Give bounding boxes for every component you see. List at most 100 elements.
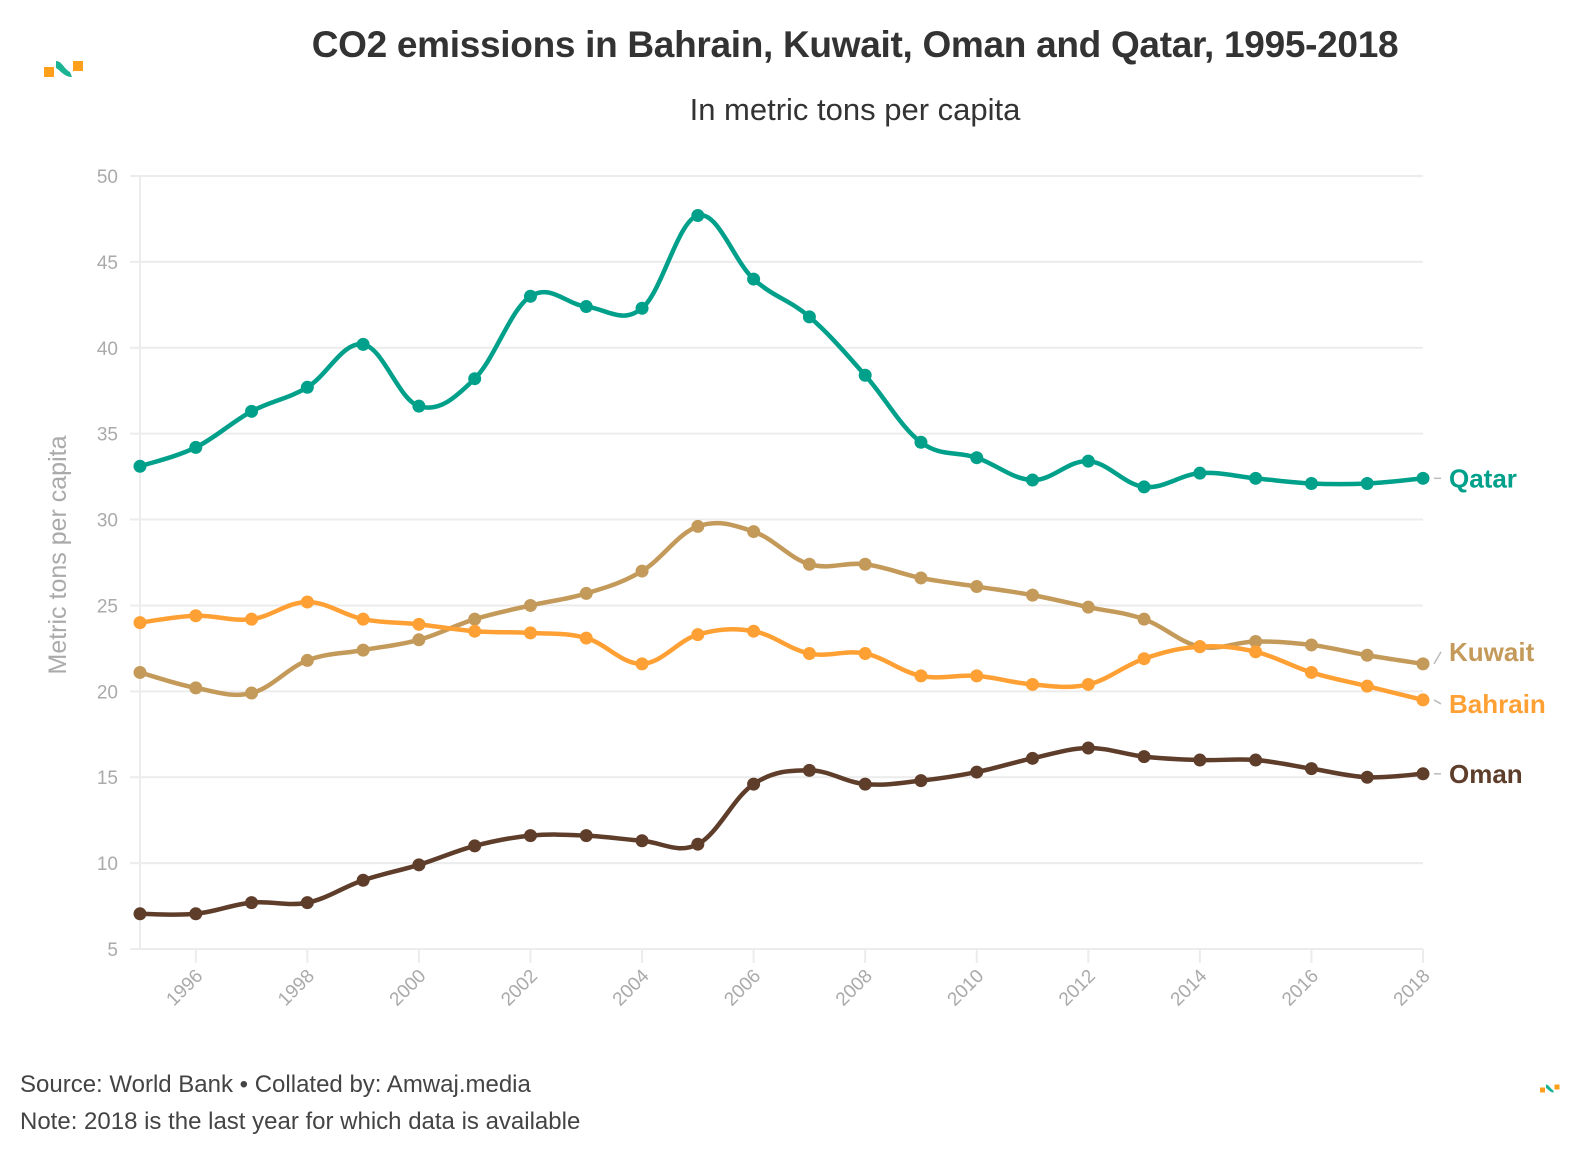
point-kuwait-2013[interactable]	[1137, 612, 1151, 626]
point-oman-2006[interactable]	[747, 777, 761, 791]
point-bahrain-2013[interactable]	[1137, 652, 1151, 666]
point-qatar-2008[interactable]	[858, 368, 872, 382]
point-kuwait-2006[interactable]	[747, 525, 761, 539]
point-bahrain-1995[interactable]	[133, 616, 147, 630]
point-kuwait-2010[interactable]	[970, 580, 984, 594]
point-oman-2018[interactable]	[1416, 767, 1430, 781]
point-bahrain-2009[interactable]	[914, 669, 928, 683]
point-bahrain-2015[interactable]	[1249, 645, 1263, 659]
point-qatar-1998[interactable]	[300, 380, 314, 394]
point-oman-2001[interactable]	[468, 839, 482, 853]
x-tick-label: 2014	[1167, 965, 1212, 1010]
point-oman-1999[interactable]	[356, 873, 370, 887]
point-bahrain-2006[interactable]	[747, 624, 761, 638]
point-kuwait-1997[interactable]	[245, 686, 259, 700]
point-qatar-1997[interactable]	[245, 404, 259, 418]
point-bahrain-2011[interactable]	[1026, 677, 1040, 691]
point-qatar-2017[interactable]	[1360, 476, 1374, 490]
point-qatar-2004[interactable]	[635, 301, 649, 315]
point-qatar-2003[interactable]	[579, 300, 593, 314]
point-bahrain-2003[interactable]	[579, 631, 593, 645]
point-oman-2011[interactable]	[1026, 751, 1040, 765]
point-qatar-2007[interactable]	[802, 310, 816, 324]
point-qatar-2005[interactable]	[691, 209, 705, 223]
point-oman-2009[interactable]	[914, 774, 928, 788]
point-bahrain-2002[interactable]	[523, 626, 537, 640]
point-bahrain-2012[interactable]	[1081, 677, 1095, 691]
point-qatar-2015[interactable]	[1249, 471, 1263, 485]
point-kuwait-2016[interactable]	[1304, 638, 1318, 652]
point-kuwait-1995[interactable]	[133, 665, 147, 679]
point-qatar-1996[interactable]	[189, 440, 203, 454]
point-bahrain-1999[interactable]	[356, 612, 370, 626]
point-oman-2012[interactable]	[1081, 741, 1095, 755]
point-qatar-2012[interactable]	[1081, 454, 1095, 468]
point-bahrain-2007[interactable]	[802, 647, 816, 661]
point-oman-2003[interactable]	[579, 829, 593, 843]
point-kuwait-2004[interactable]	[635, 564, 649, 578]
point-bahrain-2000[interactable]	[412, 617, 426, 631]
point-qatar-2009[interactable]	[914, 435, 928, 449]
point-oman-2015[interactable]	[1249, 753, 1263, 767]
point-bahrain-1997[interactable]	[245, 612, 259, 626]
point-bahrain-1996[interactable]	[189, 609, 203, 623]
point-oman-2010[interactable]	[970, 765, 984, 779]
point-oman-2016[interactable]	[1304, 762, 1318, 776]
point-kuwait-2003[interactable]	[579, 586, 593, 600]
point-kuwait-1996[interactable]	[189, 681, 203, 695]
point-oman-1996[interactable]	[189, 907, 203, 921]
point-kuwait-2008[interactable]	[858, 557, 872, 571]
point-kuwait-2009[interactable]	[914, 571, 928, 585]
point-oman-2017[interactable]	[1360, 770, 1374, 784]
point-qatar-1999[interactable]	[356, 337, 370, 351]
point-qatar-2006[interactable]	[747, 272, 761, 286]
point-bahrain-2010[interactable]	[970, 669, 984, 683]
series-group	[133, 209, 1430, 921]
point-qatar-2001[interactable]	[468, 372, 482, 386]
point-kuwait-2011[interactable]	[1026, 588, 1040, 602]
point-kuwait-2017[interactable]	[1360, 648, 1374, 662]
point-oman-2008[interactable]	[858, 777, 872, 791]
point-bahrain-2004[interactable]	[635, 657, 649, 671]
point-bahrain-2014[interactable]	[1193, 640, 1207, 654]
point-qatar-2018[interactable]	[1416, 471, 1430, 485]
point-qatar-2000[interactable]	[412, 399, 426, 413]
point-kuwait-1999[interactable]	[356, 643, 370, 657]
point-oman-2005[interactable]	[691, 837, 705, 851]
point-bahrain-2018[interactable]	[1416, 693, 1430, 707]
point-qatar-2010[interactable]	[970, 451, 984, 465]
point-kuwait-2000[interactable]	[412, 633, 426, 647]
point-qatar-2011[interactable]	[1026, 473, 1040, 487]
point-oman-2013[interactable]	[1137, 750, 1151, 764]
point-kuwait-2001[interactable]	[468, 612, 482, 626]
point-oman-2014[interactable]	[1193, 753, 1207, 767]
point-bahrain-2005[interactable]	[691, 628, 705, 642]
point-oman-1995[interactable]	[133, 907, 147, 921]
point-qatar-2016[interactable]	[1304, 476, 1318, 490]
point-bahrain-2001[interactable]	[468, 624, 482, 638]
point-kuwait-1998[interactable]	[300, 653, 314, 667]
point-kuwait-2018[interactable]	[1416, 657, 1430, 671]
point-oman-2007[interactable]	[802, 763, 816, 777]
point-oman-2004[interactable]	[635, 834, 649, 848]
series-bahrain	[133, 595, 1430, 707]
point-qatar-2013[interactable]	[1137, 480, 1151, 494]
point-qatar-1995[interactable]	[133, 459, 147, 473]
point-qatar-2014[interactable]	[1193, 466, 1207, 480]
point-bahrain-1998[interactable]	[300, 595, 314, 609]
point-bahrain-2008[interactable]	[858, 647, 872, 661]
point-bahrain-2016[interactable]	[1304, 665, 1318, 679]
point-oman-1998[interactable]	[300, 896, 314, 910]
point-kuwait-2002[interactable]	[523, 598, 537, 612]
point-bahrain-2017[interactable]	[1360, 679, 1374, 693]
point-kuwait-2015[interactable]	[1249, 635, 1263, 649]
point-kuwait-2005[interactable]	[691, 519, 705, 533]
y-tick-label: 25	[97, 596, 118, 617]
point-kuwait-2007[interactable]	[802, 557, 816, 571]
line-qatar	[137, 213, 1426, 490]
point-qatar-2002[interactable]	[523, 289, 537, 303]
point-oman-2000[interactable]	[412, 858, 426, 872]
point-kuwait-2012[interactable]	[1081, 600, 1095, 614]
point-oman-1997[interactable]	[245, 896, 259, 910]
point-oman-2002[interactable]	[523, 829, 537, 843]
